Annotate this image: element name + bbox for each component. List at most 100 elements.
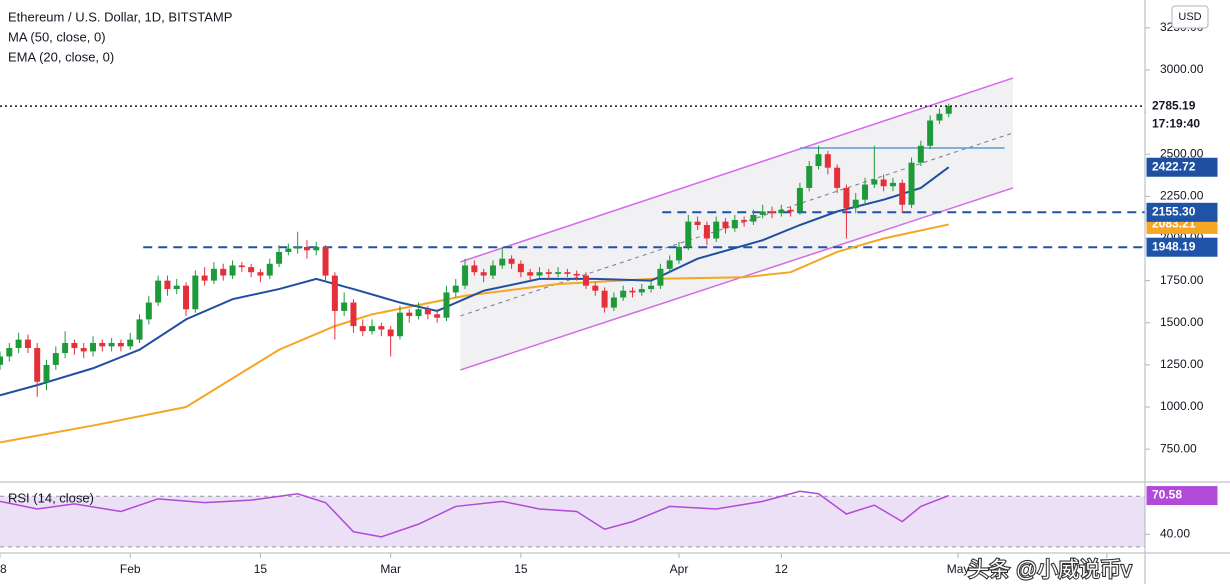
- candle-body: [34, 348, 41, 382]
- candle-body: [62, 342, 69, 354]
- candle-body: [601, 290, 608, 308]
- candle-body: [136, 319, 143, 340]
- x-tick-label: 17: [1100, 562, 1114, 576]
- candle-body: [238, 265, 245, 268]
- candle-body: [359, 326, 366, 332]
- candle-body: [15, 339, 22, 349]
- y-tick-label: 1000.00: [1160, 399, 1204, 413]
- indicator-line: [0, 166, 950, 397]
- candle-body: [573, 273, 580, 276]
- candle-body: [899, 182, 906, 205]
- candle-body: [424, 309, 431, 315]
- y-tick-label: 750.00: [1160, 441, 1197, 455]
- price-box: [1146, 157, 1218, 177]
- candle-body: [0, 356, 3, 365]
- legend-ma: MA (50, close, 0): [8, 29, 106, 44]
- candle-body: [555, 272, 562, 274]
- x-tick-label: 15: [514, 562, 528, 576]
- candle-body: [229, 265, 236, 276]
- watermark: 头条 @小威说币v: [968, 559, 1132, 582]
- candle-body: [638, 289, 645, 293]
- candle-body: [936, 113, 943, 121]
- candle-body: [145, 302, 152, 320]
- candle-body: [24, 339, 31, 349]
- x-tick-label: Feb: [120, 562, 141, 576]
- candle-body: [685, 221, 692, 247]
- candle-body: [908, 162, 915, 205]
- candle-body: [499, 258, 506, 266]
- candle-body: [210, 268, 217, 281]
- candle-body: [824, 154, 831, 168]
- price-box: [1146, 96, 1218, 116]
- candle-body: [620, 290, 627, 298]
- candle-body: [722, 221, 729, 229]
- candle-body: [778, 209, 785, 214]
- candle-body: [285, 248, 292, 252]
- candle-body: [6, 348, 13, 357]
- rsi-tick-label: 40.00: [1160, 526, 1190, 540]
- currency-box: [1171, 5, 1209, 29]
- candle-body: [880, 179, 887, 187]
- candle-body: [648, 285, 655, 290]
- candle-body: [294, 246, 301, 249]
- y-tick-label: 2250.00: [1160, 189, 1204, 203]
- candle-body: [173, 285, 180, 290]
- candle-body: [117, 342, 124, 347]
- candle-body: [369, 326, 376, 332]
- candle-body: [713, 221, 720, 239]
- y-tick-label: 1750.00: [1160, 273, 1204, 287]
- candle-body: [220, 268, 227, 276]
- candle-body: [536, 272, 543, 276]
- candle-body: [871, 179, 878, 185]
- candle-body: [815, 154, 822, 167]
- chart-title: Ethereum / U.S. Dollar, 1D, BITSTAMP: [8, 9, 232, 24]
- y-tick-label: 2500.00: [1160, 146, 1204, 160]
- candle-body: [703, 225, 710, 239]
- candle-body: [248, 267, 255, 273]
- candle-body: [471, 265, 478, 273]
- candle-body: [796, 187, 803, 212]
- price-box-label: 2155.30: [1152, 204, 1196, 218]
- candle-body: [313, 246, 320, 251]
- y-tick-label: 1500.00: [1160, 315, 1204, 329]
- candle-body: [489, 265, 496, 276]
- x-tick-label: 18: [0, 562, 7, 576]
- candle-body: [155, 280, 162, 303]
- price-box: [1146, 486, 1218, 506]
- candle-body: [164, 280, 171, 290]
- x-tick-label: 15: [254, 562, 268, 576]
- candle-body: [201, 275, 208, 281]
- candle-body: [331, 275, 338, 311]
- candle-body: [843, 187, 850, 209]
- axis-layer: 750.001000.001250.001500.001750.002000.0…: [0, 20, 1218, 576]
- candle-body: [564, 272, 571, 274]
- candle-body: [834, 167, 841, 188]
- candle-body: [676, 246, 683, 261]
- channel-lower: [460, 187, 1014, 371]
- candle-body: [406, 312, 413, 317]
- candle-body: [257, 272, 264, 276]
- candle-body: [750, 214, 757, 222]
- candle-body: [52, 353, 59, 365]
- candle-body: [889, 182, 896, 187]
- currency: USD: [1178, 11, 1201, 23]
- candle-body: [806, 166, 813, 188]
- countdown: 17:19:40: [1152, 116, 1200, 130]
- y-tick-label: 3000.00: [1160, 62, 1204, 76]
- price-box-label: 70.58: [1152, 488, 1182, 502]
- candle-body: [415, 309, 422, 317]
- candle-body: [527, 272, 534, 276]
- candle-body: [71, 342, 78, 349]
- candle-body: [443, 292, 450, 318]
- price-box-label: 2422.72: [1152, 159, 1196, 173]
- price-box-label: 2785.19: [1152, 98, 1196, 112]
- main-layer: [0, 77, 1145, 538]
- candle-body: [759, 211, 766, 215]
- indicator-line: [0, 223, 949, 444]
- candle-body: [303, 246, 310, 251]
- candle-body: [396, 312, 403, 337]
- candle-body: [434, 314, 441, 318]
- candle-body: [657, 268, 664, 286]
- candle-body: [183, 285, 190, 310]
